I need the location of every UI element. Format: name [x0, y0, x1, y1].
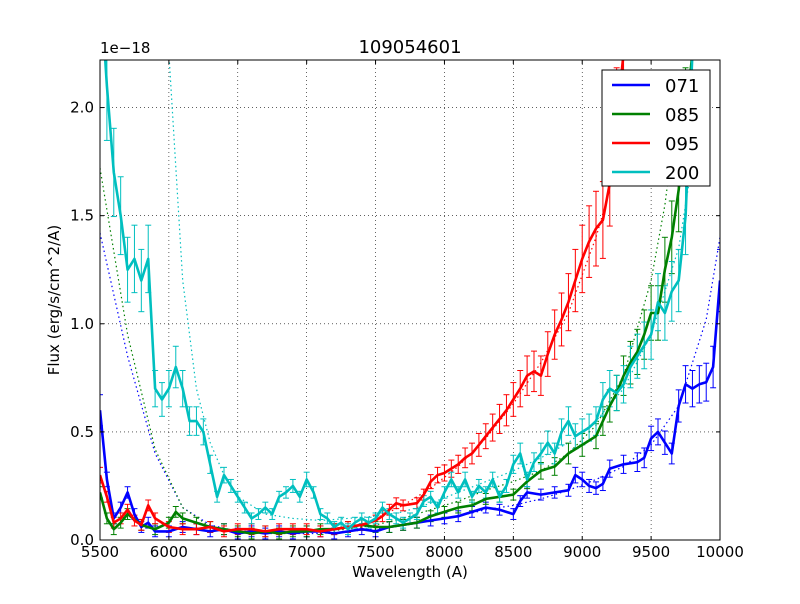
series-line-085 — [100, 60, 694, 535]
x-tick-label: 9000 — [563, 543, 601, 561]
fit-line-071 — [100, 232, 720, 535]
legend: 071 085 095 200 — [601, 69, 711, 187]
x-tick-label: 7000 — [288, 543, 326, 561]
y-tick-label: 0.0 — [70, 531, 94, 549]
y-axis-label: Flux (erg/s/cm^2/A) — [45, 225, 63, 376]
legend-label-095: 095 — [665, 134, 699, 155]
x-tick-label: 5500 — [81, 543, 119, 561]
legend-box — [601, 69, 711, 187]
x-tick-label: 6000 — [150, 543, 188, 561]
legend-label-200: 200 — [665, 163, 699, 184]
x-tick-label: 10000 — [696, 543, 744, 561]
x-tick-label: 7500 — [356, 543, 394, 561]
legend-label-071: 071 — [665, 76, 699, 97]
y-tick-label: 1.5 — [70, 207, 94, 225]
y-tick-label: 1.0 — [70, 315, 94, 333]
x-tick-label: 8000 — [425, 543, 463, 561]
chart-title: 109054601 — [358, 37, 461, 58]
x-tick-label: 9500 — [632, 543, 670, 561]
y-axis-offset-label: 1e−18 — [100, 39, 150, 57]
x-tick-label: 8500 — [494, 543, 532, 561]
y-tick-label: 2.0 — [70, 99, 94, 117]
fit-line-085 — [100, 96, 680, 535]
fit-lines — [100, 60, 720, 535]
plot-frame — [99, 59, 721, 541]
series-lines — [100, 60, 720, 535]
series-line-200 — [103, 60, 694, 531]
axis-ticks: 5500 6000 6500 7000 7500 8000 8500 9000 9500 1000… — [70, 60, 744, 561]
legend-label-085: 085 — [665, 105, 699, 126]
x-tick-label: 6500 — [219, 543, 257, 561]
series-line-095 — [100, 60, 625, 533]
x-axis-label: Wavelength (A) — [352, 563, 468, 581]
y-tick-label: 0.5 — [70, 423, 94, 441]
